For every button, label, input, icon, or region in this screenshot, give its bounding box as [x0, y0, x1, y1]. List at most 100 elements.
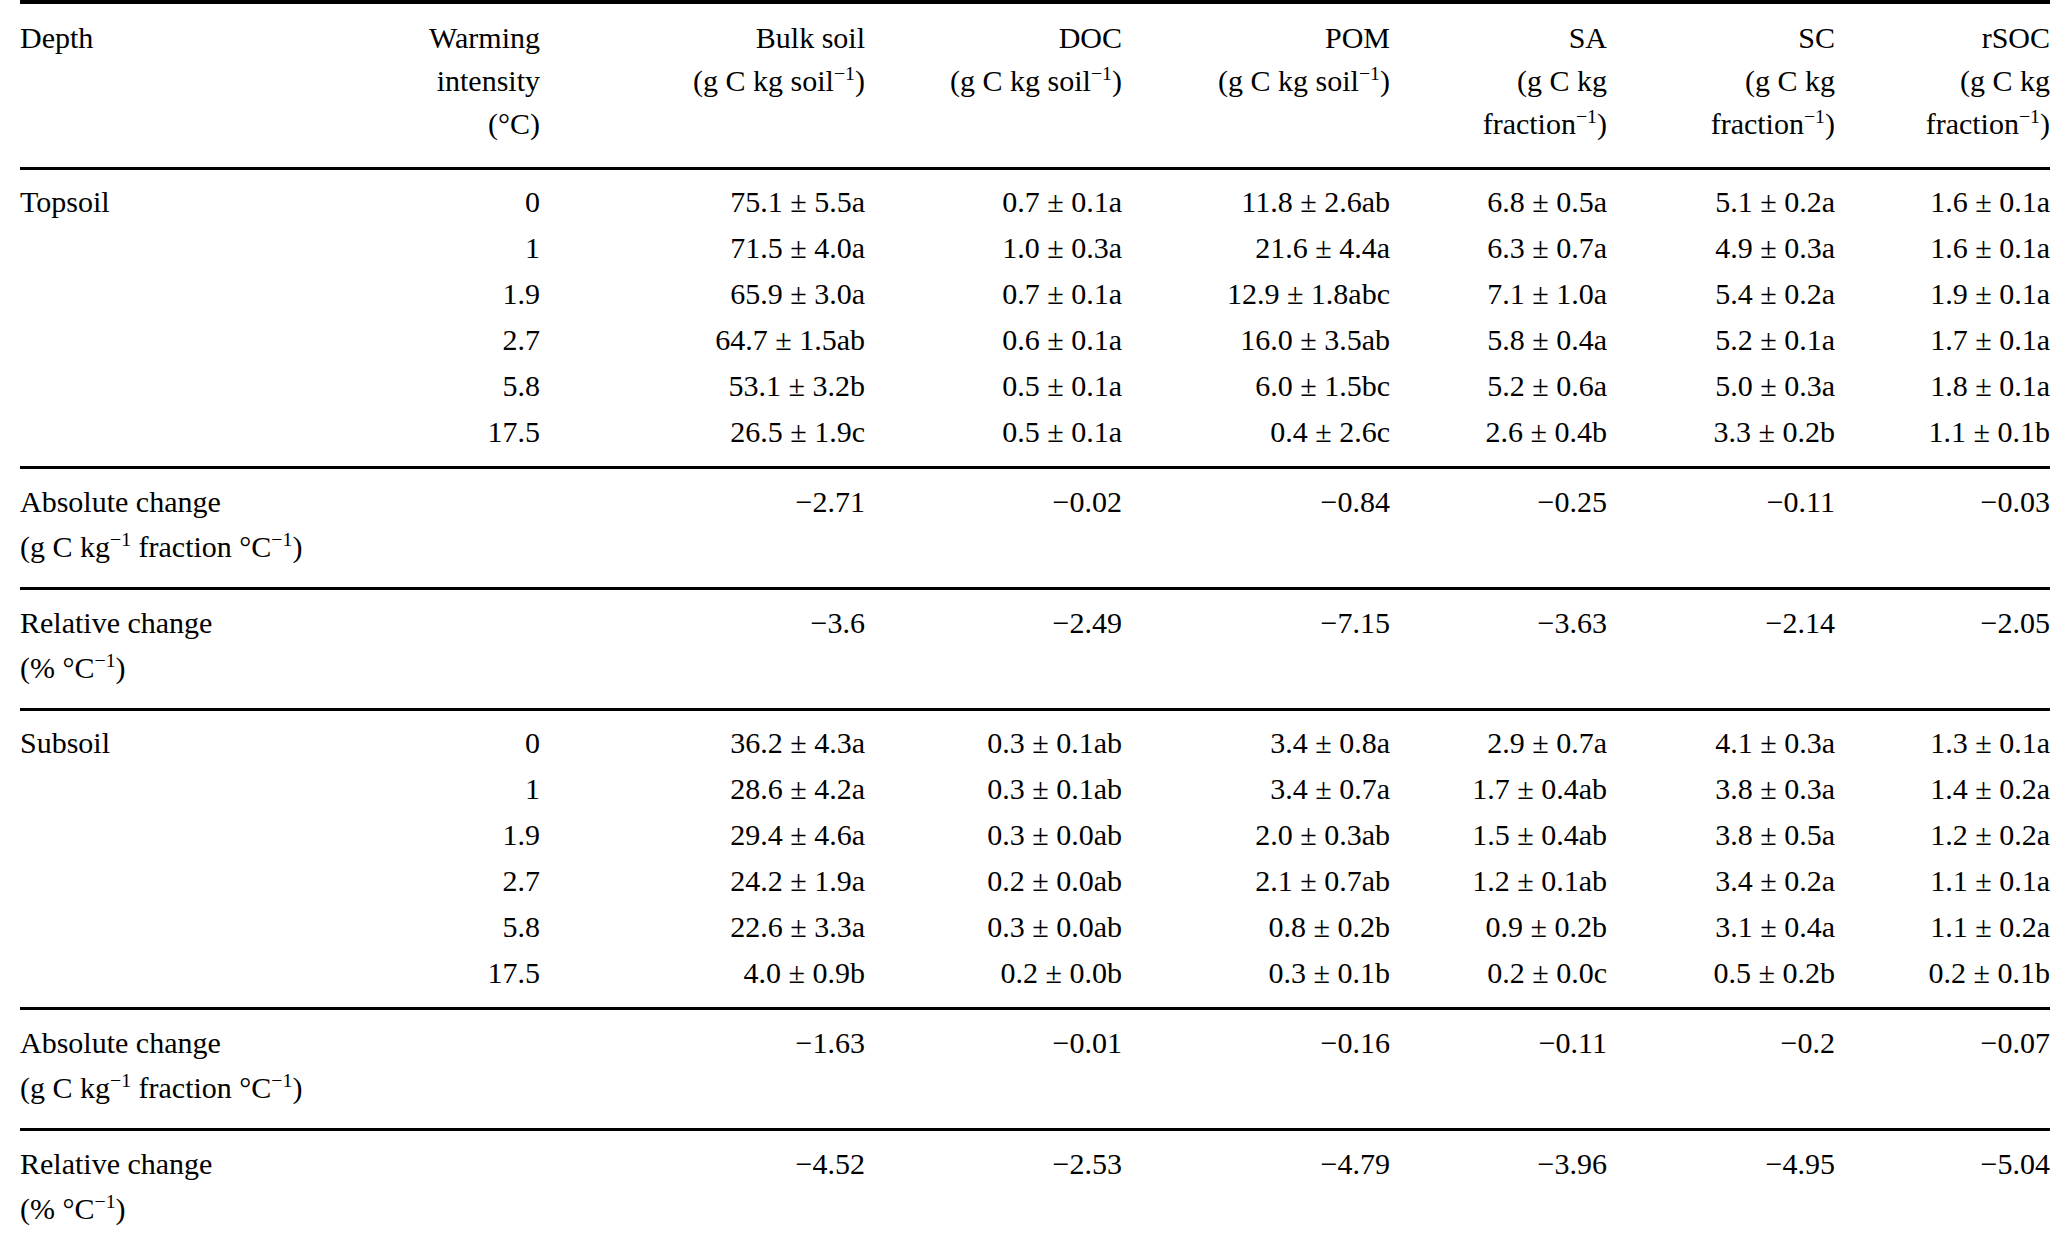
value-cell-sc: 3.1 ± 0.4a	[1607, 904, 1835, 950]
header-line: rSOC	[1835, 16, 2050, 59]
warming-intensity-cell: 0	[310, 169, 540, 226]
header-unit: fraction−1)	[1390, 102, 1607, 145]
change-row: Absolute change(g C kg−1 fraction °C−1) −…	[20, 1009, 2050, 1130]
change-value-cell-sc: −4.95	[1607, 1130, 1835, 1234]
change-unit: (g C kg−1 fraction °C−1)	[20, 524, 540, 569]
section-label-spacer	[20, 950, 310, 1009]
warming-intensity-cell: 2.7	[310, 858, 540, 904]
value-cell-rsoc: 1.1 ± 0.2a	[1835, 904, 2050, 950]
change-value-cell-rsoc: −2.05	[1835, 589, 2050, 710]
value-cell-rsoc: 0.2 ± 0.1b	[1835, 950, 2050, 1009]
value-cell-bulk: 24.2 ± 1.9a	[540, 858, 865, 904]
value-cell-sc: 5.1 ± 0.2a	[1607, 169, 1835, 226]
header-line: SC	[1607, 16, 1835, 59]
value-cell-pom: 6.0 ± 1.5bc	[1122, 363, 1390, 409]
value-cell-sa: 1.5 ± 0.4ab	[1390, 812, 1607, 858]
value-cell-bulk: 28.6 ± 4.2a	[540, 766, 865, 812]
change-value-cell-sa: −3.63	[1390, 589, 1607, 710]
value-cell-rsoc: 1.6 ± 0.1a	[1835, 225, 2050, 271]
change-label-cell: Absolute change(g C kg−1 fraction °C−1)	[20, 468, 540, 589]
change-value: −3.96	[1390, 1141, 1607, 1186]
value-cell-sc: 3.4 ± 0.2a	[1607, 858, 1835, 904]
data-row: Topsoil075.1 ± 5.5a0.7 ± 0.1a11.8 ± 2.6a…	[20, 169, 2050, 226]
value-cell-sa: 2.6 ± 0.4b	[1390, 409, 1607, 468]
data-row: 128.6 ± 4.2a0.3 ± 0.1ab3.4 ± 0.7a1.7 ± 0…	[20, 766, 2050, 812]
col-header-rsoc: rSOC (g C kg fraction−1)	[1835, 2, 2050, 169]
change-value: −2.14	[1607, 600, 1835, 645]
value-cell-pom: 21.6 ± 4.4a	[1122, 225, 1390, 271]
col-header-warming-intensity: Warming intensity (°C)	[310, 2, 540, 169]
header-unit: (g C kg	[1607, 59, 1835, 102]
change-value: −2.53	[865, 1141, 1122, 1186]
value-cell-rsoc: 1.2 ± 0.2a	[1835, 812, 2050, 858]
warming-intensity-cell: 2.7	[310, 317, 540, 363]
section-label-spacer	[20, 904, 310, 950]
data-row: 17.526.5 ± 1.9c0.5 ± 0.1a0.4 ± 2.6c2.6 ±…	[20, 409, 2050, 468]
change-label-cell: Relative change(% °C−1)	[20, 1130, 540, 1234]
value-cell-doc: 0.7 ± 0.1a	[865, 271, 1122, 317]
section-label-spacer	[20, 409, 310, 468]
section-label-spacer	[20, 858, 310, 904]
change-value-cell-doc: −2.49	[865, 589, 1122, 710]
header-line: DOC	[865, 16, 1122, 59]
value-cell-sc: 0.5 ± 0.2b	[1607, 950, 1835, 1009]
change-value-cell-pom: −7.15	[1122, 589, 1390, 710]
data-row: 171.5 ± 4.0a1.0 ± 0.3a21.6 ± 4.4a6.3 ± 0…	[20, 225, 2050, 271]
change-value-cell-pom: −0.16	[1122, 1009, 1390, 1130]
change-value-cell-rsoc: −0.03	[1835, 468, 2050, 589]
value-cell-sc: 3.8 ± 0.3a	[1607, 766, 1835, 812]
header-line: (°C)	[310, 102, 540, 145]
header-unit: (g C kg	[1390, 59, 1607, 102]
change-value-cell-rsoc: −5.04	[1835, 1130, 2050, 1234]
value-cell-sc: 3.3 ± 0.2b	[1607, 409, 1835, 468]
change-value-cell-pom: −0.84	[1122, 468, 1390, 589]
change-row: Absolute change(g C kg−1 fraction °C−1)−…	[20, 468, 2050, 589]
warming-intensity-cell: 1.9	[310, 812, 540, 858]
header-line: Depth	[20, 16, 310, 59]
change-value: −2.71	[540, 479, 865, 524]
header-unit: (g C kg	[1835, 59, 2050, 102]
value-cell-doc: 0.3 ± 0.0ab	[865, 812, 1122, 858]
change-value-cell-pom: −4.79	[1122, 1130, 1390, 1234]
header-unit: (g C kg soil−1)	[540, 59, 865, 102]
value-cell-sc: 5.0 ± 0.3a	[1607, 363, 1835, 409]
value-cell-bulk: 53.1 ± 3.2b	[540, 363, 865, 409]
value-cell-bulk: 64.7 ± 1.5ab	[540, 317, 865, 363]
change-value: −0.01	[865, 1020, 1122, 1065]
header-unit: fraction−1)	[1835, 102, 2050, 145]
change-value-cell-rsoc: −0.07	[1835, 1009, 2050, 1130]
change-value: −0.2	[1607, 1020, 1835, 1065]
value-cell-sa: 0.2 ± 0.0c	[1390, 950, 1607, 1009]
change-value-cell-doc: −0.01	[865, 1009, 1122, 1130]
change-value-cell-bulk: −4.52	[540, 1130, 865, 1234]
value-cell-sc: 5.2 ± 0.1a	[1607, 317, 1835, 363]
col-header-bulk-soil: Bulk soil (g C kg soil−1)	[540, 2, 865, 169]
value-cell-pom: 16.0 ± 3.5ab	[1122, 317, 1390, 363]
change-label-cell: Absolute change(g C kg−1 fraction °C−1)	[20, 1009, 540, 1130]
value-cell-sa: 5.2 ± 0.6a	[1390, 363, 1607, 409]
section-label-spacer	[20, 225, 310, 271]
value-cell-pom: 0.4 ± 2.6c	[1122, 409, 1390, 468]
header-unit: (g C kg soil−1)	[1122, 59, 1390, 102]
value-cell-pom: 2.0 ± 0.3ab	[1122, 812, 1390, 858]
header-line: Warming	[310, 16, 540, 59]
change-value: −0.84	[1122, 479, 1390, 524]
value-cell-rsoc: 1.6 ± 0.1a	[1835, 169, 2050, 226]
value-cell-doc: 0.5 ± 0.1a	[865, 363, 1122, 409]
value-cell-bulk: 71.5 ± 4.0a	[540, 225, 865, 271]
value-cell-sc: 5.4 ± 0.2a	[1607, 271, 1835, 317]
change-unit: (g C kg−1 fraction °C−1)	[20, 1065, 540, 1110]
topsoil-relative-change: Relative change(% °C−1)−3.6−2.49−7.15−3.…	[20, 589, 2050, 710]
change-value-cell-sc: −0.11	[1607, 468, 1835, 589]
warming-intensity-cell: 1	[310, 225, 540, 271]
value-cell-sa: 2.9 ± 0.7a	[1390, 710, 1607, 767]
value-cell-rsoc: 1.9 ± 0.1a	[1835, 271, 2050, 317]
value-cell-bulk: 4.0 ± 0.9b	[540, 950, 865, 1009]
value-cell-sa: 1.7 ± 0.4ab	[1390, 766, 1607, 812]
data-row: 1.929.4 ± 4.6a0.3 ± 0.0ab2.0 ± 0.3ab1.5 …	[20, 812, 2050, 858]
value-cell-sa: 6.3 ± 0.7a	[1390, 225, 1607, 271]
header-line: Bulk soil	[540, 16, 865, 59]
col-header-pom: POM (g C kg soil−1)	[1122, 2, 1390, 169]
value-cell-sa: 7.1 ± 1.0a	[1390, 271, 1607, 317]
value-cell-pom: 3.4 ± 0.7a	[1122, 766, 1390, 812]
